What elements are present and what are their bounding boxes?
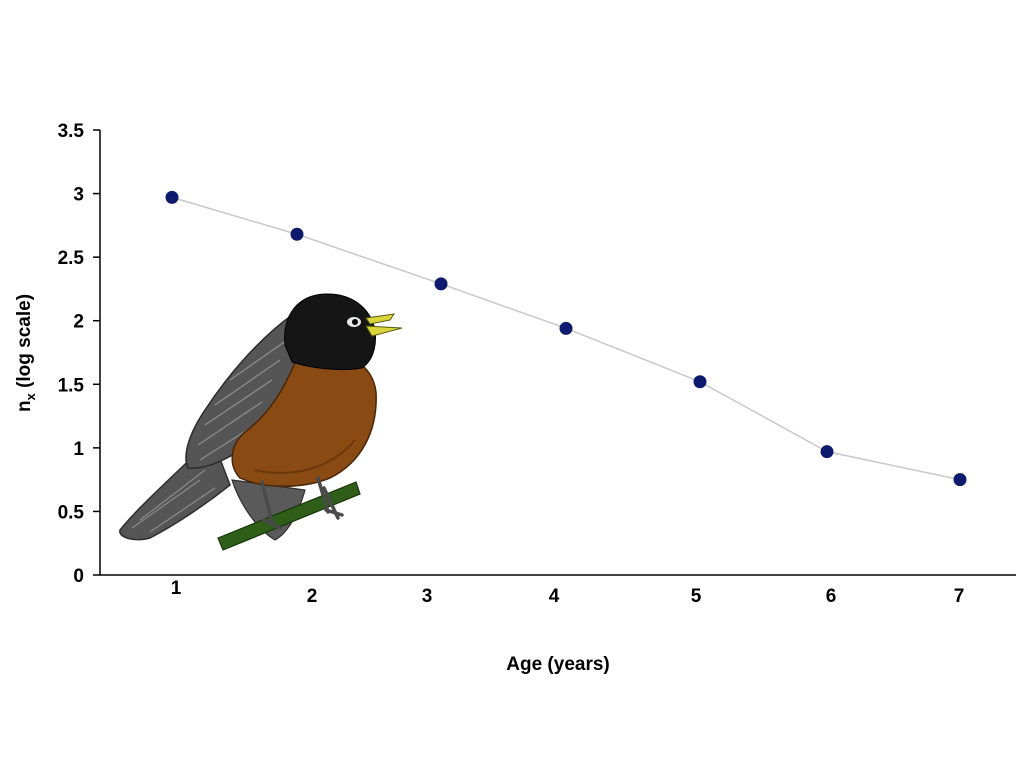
robin-bird-icon — [119, 293, 403, 551]
data-point — [953, 473, 967, 487]
x-tick-label: 1 — [171, 578, 182, 599]
data-point — [165, 190, 179, 204]
y-tick-label: 3 — [73, 185, 84, 206]
x-tick-label: 2 — [307, 586, 318, 607]
y-tick-label: 3.5 — [58, 121, 85, 142]
y-tick-label: 0 — [73, 566, 84, 587]
x-tick-label: 6 — [826, 586, 837, 607]
y-axis-label-sub: x — [23, 392, 38, 400]
robin-breast-shading — [254, 439, 356, 474]
x-tick-label: 7 — [954, 586, 965, 607]
x-ticks: 1 2 3 4 5 6 7 — [171, 578, 965, 607]
y-axis-label-rest: (log scale) — [14, 294, 35, 393]
y-ticks: 0 0.5 1 1.5 2 2.5 3 3.5 — [58, 121, 100, 587]
x-tick-label: 4 — [549, 586, 560, 607]
robin-eye — [352, 319, 358, 325]
y-tick-label: 2 — [73, 312, 84, 333]
x-tick-label: 3 — [422, 586, 433, 607]
robin-tail-feathers — [131, 469, 216, 533]
y-tick-label: 2.5 — [58, 248, 85, 269]
robin-beak — [365, 313, 396, 325]
y-axis-label: nx (log scale) — [14, 294, 38, 412]
data-point — [820, 445, 834, 459]
x-axis-label: Age (years) — [506, 654, 610, 675]
y-tick-label: 1.5 — [58, 375, 85, 396]
data-point — [290, 227, 304, 241]
y-axis-label-main: n — [14, 400, 35, 412]
data-point — [434, 277, 448, 291]
data-point — [559, 321, 573, 335]
x-tick-label: 5 — [691, 586, 702, 607]
robin-head — [284, 293, 376, 371]
robin-beak-lower — [365, 325, 403, 337]
robin-breast — [231, 349, 377, 487]
y-tick-label: 0.5 — [58, 502, 85, 523]
data-points — [165, 190, 967, 487]
data-point — [693, 375, 707, 389]
y-tick-label: 1 — [73, 439, 84, 460]
robin-wing-feathers — [197, 337, 291, 461]
robin-legs — [260, 476, 344, 530]
